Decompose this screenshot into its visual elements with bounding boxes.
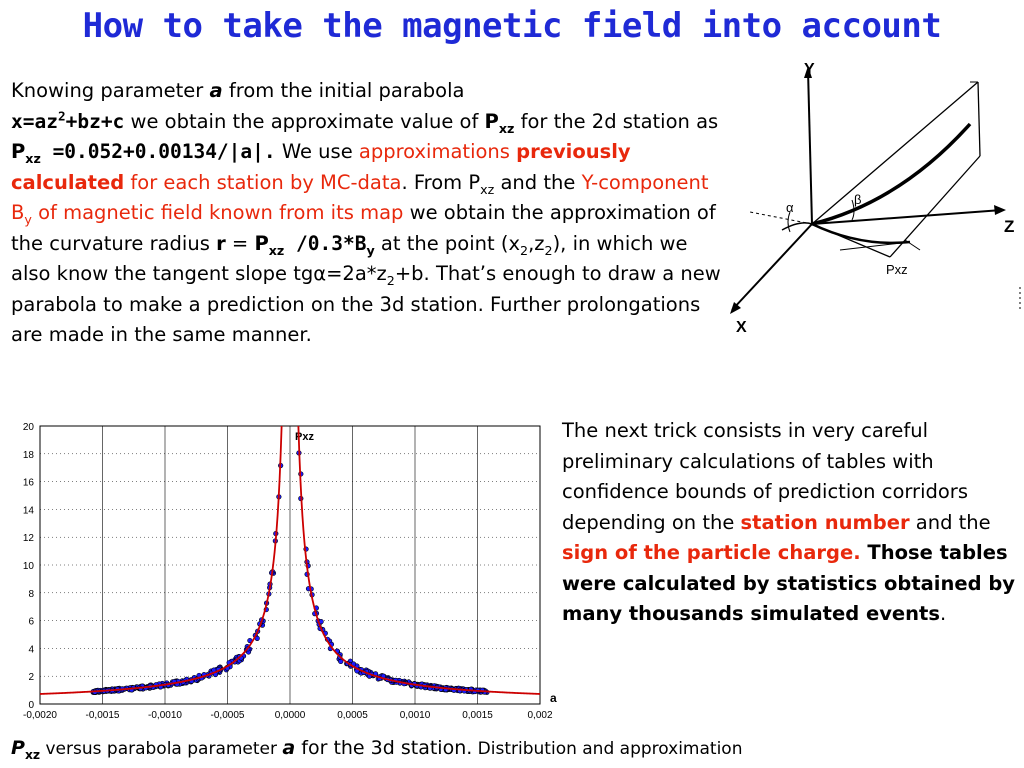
geometry-diagram: Y Z X α β Pxz <box>730 61 1021 336</box>
intro-paragraph: Knowing parameter a from the initial par… <box>11 79 721 346</box>
y-tick-label: 8 <box>28 589 34 600</box>
x-tick-label: -0,0020 <box>23 710 57 721</box>
x-axis-label: X <box>736 319 747 336</box>
curve-label: Pxz <box>295 431 314 443</box>
fit-curve-right <box>297 425 541 695</box>
x-axis-label: a <box>550 691 557 705</box>
trick-paragraph: The next trick consists in very careful … <box>562 419 1016 625</box>
x-tick-label: 0,0005 <box>337 710 368 721</box>
x-tick-label: 0,0010 <box>400 710 431 721</box>
y-tick-label: 18 <box>23 450 35 461</box>
y-tick-label: 14 <box>23 505 35 516</box>
pxz-vs-a-chart: 0 2 4 6 8 10 12 14 16 18 20 -0,0020 -0,0015 -0,0010 -0… <box>23 422 557 721</box>
y-tick-label: 6 <box>28 617 34 628</box>
x-tick-label: -0,0005 <box>211 710 245 721</box>
pxz-label: Pxz <box>886 262 908 277</box>
y-tick-label: 20 <box>23 422 35 433</box>
x-tick-label: -0,0010 <box>148 710 182 721</box>
beta-label: β <box>854 192 861 207</box>
y-tick-label: 10 <box>23 561 35 572</box>
y-tick-label: 12 <box>23 533 35 544</box>
x-tick-label: -0,0015 <box>86 710 120 721</box>
fit-curve-left <box>39 425 283 695</box>
x-tick-label: 0,0015 <box>462 710 493 721</box>
y-axis-label: Y <box>804 61 815 78</box>
alpha-label: α <box>786 200 794 215</box>
z-axis-label: Z <box>1004 217 1014 236</box>
y-tick-label: 4 <box>28 644 34 655</box>
x-tick-label: 0,0000 <box>275 710 306 721</box>
y-tick-label: 16 <box>23 478 35 489</box>
slide-title: How to take the magnetic field into acco… <box>82 6 942 46</box>
y-tick-label: 0 <box>28 700 34 711</box>
x-tick-label: 0,002 <box>527 710 552 721</box>
y-tick-label: 2 <box>28 672 34 683</box>
chart-caption: Pxz versus parabola parameter a for the … <box>11 737 743 762</box>
